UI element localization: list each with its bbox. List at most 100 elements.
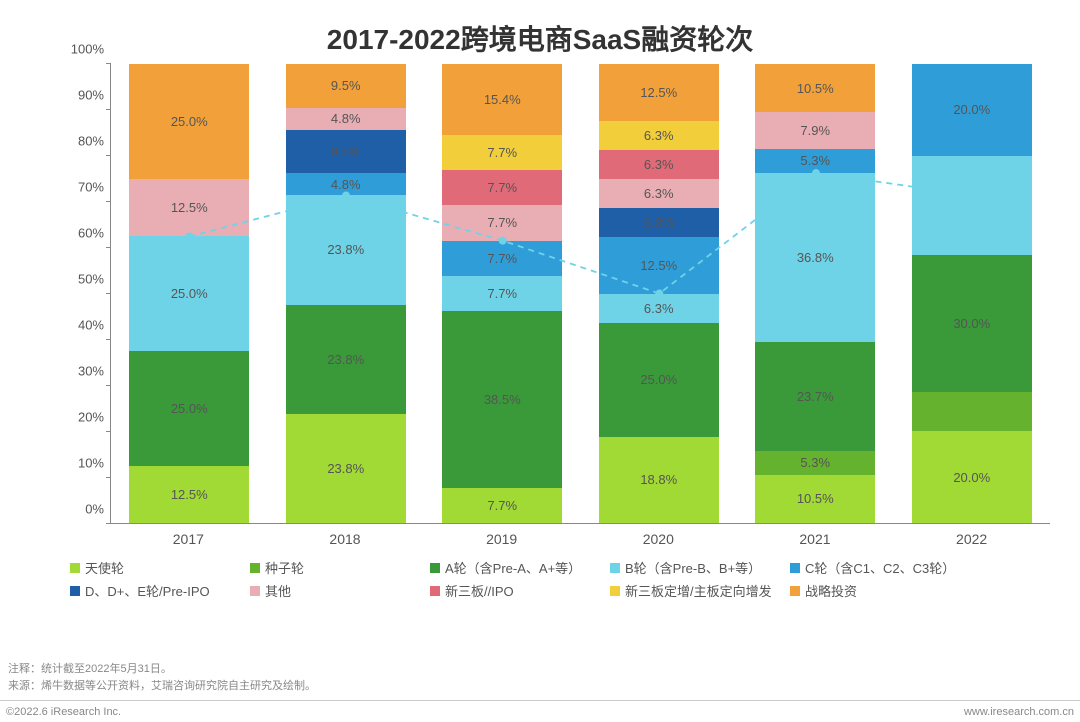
legend-item-roundA: A轮（含Pre-A、A+等）	[430, 558, 600, 577]
segment-strategic: 10.5%	[755, 64, 875, 112]
segment-angel: 7.7%	[442, 488, 562, 523]
segment-seed	[912, 392, 1032, 431]
segment-roundC: 7.7%	[442, 241, 562, 276]
segment-label: 4.8%	[331, 111, 361, 126]
y-tick-label: 60%	[78, 226, 104, 241]
y-tick-label: 70%	[78, 180, 104, 195]
segment-label: 20.0%	[953, 102, 990, 117]
bar-2020: 12.5%6.3%6.3%6.3%6.3%12.5%6.3%25.0%18.8%	[599, 64, 719, 523]
x-label: 2022	[912, 531, 1032, 547]
segment-strategic: 25.0%	[129, 64, 249, 179]
segment-label: 12.5%	[171, 200, 208, 215]
segment-label: 23.8%	[327, 242, 364, 257]
legend-swatch	[790, 586, 800, 596]
legend-item-strategic: 战略投资	[790, 581, 960, 600]
legend-label: 种子轮	[265, 558, 304, 577]
y-tick-label: 50%	[78, 272, 104, 287]
legend-label: 天使轮	[85, 558, 124, 577]
segment-roundD: 9.5%	[286, 130, 406, 174]
segment-other: 6.3%	[599, 179, 719, 208]
chart-title: 2017-2022跨境电商SaaS融资轮次	[0, 0, 1080, 64]
segment-angel: 12.5%	[129, 466, 249, 523]
segment-label: 25.0%	[171, 401, 208, 416]
segment-angel: 18.8%	[599, 437, 719, 523]
segment-angel: 20.0%	[912, 431, 1032, 523]
bar-2019: 15.4% 7.7% 7.7% 7.7% 7.7% 7.7% 38.5% 7.7%	[442, 64, 562, 523]
x-axis: 201720182019202020212022	[110, 524, 1050, 554]
footnote-line: 注释：统计截至2022年5月31日。	[8, 661, 316, 678]
segment-angel: 10.5%	[755, 475, 875, 523]
segment-label: 7.7%	[487, 180, 517, 195]
segment-placement: 6.3%	[599, 121, 719, 150]
segment-label: 4.8%	[331, 177, 361, 192]
legend-swatch	[430, 563, 440, 573]
segment-other: 4.8%	[286, 108, 406, 130]
segment-label: 23.8%	[327, 352, 364, 367]
segment-neeq_ipo: 7.7%	[442, 170, 562, 205]
y-tick-label: 40%	[78, 318, 104, 333]
segment-label: 6.3%	[644, 186, 674, 201]
bar-2021: 10.5% 7.9% 5.3% 36.8% 23.7% 5.3% 10.5%	[755, 64, 875, 523]
segment-roundA: 38.5%	[442, 311, 562, 488]
segment-strategic: 15.4%	[442, 64, 562, 135]
legend-swatch	[70, 586, 80, 596]
footnotes: 注释：统计截至2022年5月31日。 来源：烯牛数据等公开资料，艾瑞咨询研究院自…	[8, 661, 316, 694]
segment-label: 38.5%	[484, 392, 521, 407]
x-label: 2018	[285, 531, 405, 547]
segment-label: 5.3%	[800, 455, 830, 470]
legend-swatch	[790, 563, 800, 573]
bottom-bar: ©2022.6 iResearch Inc. www.iresearch.com…	[0, 700, 1080, 722]
y-axis: 0%10%20%30%40%50%60%70%80%90%100%	[70, 64, 110, 524]
segment-roundC: 20.0%	[912, 64, 1032, 156]
segment-label: 12.5%	[171, 487, 208, 502]
segment-roundB: 23.8%	[286, 195, 406, 304]
y-tick-label: 100%	[71, 42, 104, 57]
y-tick-label: 20%	[78, 410, 104, 425]
segment-roundA: 23.7%	[755, 342, 875, 451]
segment-label: 9.5%	[331, 144, 361, 159]
segment-strategic: 12.5%	[599, 64, 719, 121]
segment-label: 25.0%	[171, 286, 208, 301]
y-tick-label: 30%	[78, 364, 104, 379]
footnote-line: 来源：烯牛数据等公开资料，艾瑞咨询研究院自主研究及绘制。	[8, 678, 316, 695]
segment-label: 10.5%	[797, 491, 834, 506]
legend-item-roundC: C轮（含C1、C2、C3轮）	[790, 558, 960, 577]
segment-label: 7.7%	[487, 251, 517, 266]
segment-angel: 23.8%	[286, 414, 406, 523]
legend-item-placement: 新三板定增/主板定向增发	[610, 581, 780, 600]
bars-row: 25.0% 12.5% 25.0% 25.0% 12.5% 9.5% 4.8% 9.5% 4.8…	[111, 64, 1050, 523]
legend-label: D、D+、E轮/Pre-IPO	[85, 581, 210, 600]
segment-label: 20.0%	[953, 470, 990, 485]
segment-label: 6.3%	[644, 215, 674, 230]
legend-swatch	[610, 563, 620, 573]
bar-2022: 20.0% 30.0% 20.0%	[912, 64, 1032, 523]
segment-roundB: 36.8%	[755, 173, 875, 342]
x-label: 2017	[128, 531, 248, 547]
segment-strategic: 9.5%	[286, 64, 406, 108]
legend-item-neeq_ipo: 新三板//IPO	[430, 581, 600, 600]
segment-placement: 7.7%	[442, 135, 562, 170]
x-label: 2019	[442, 531, 562, 547]
legend-label: 其他	[265, 581, 291, 600]
legend-label: C轮（含C1、C2、C3轮）	[805, 558, 955, 577]
segment-label: 7.9%	[800, 123, 830, 138]
segment-label: 7.7%	[487, 498, 517, 513]
segment-label: 7.7%	[487, 145, 517, 160]
segment-roundB: 6.3%	[599, 294, 719, 323]
segment-roundA: 23.8%	[286, 305, 406, 414]
segment-roundC: 5.3%	[755, 149, 875, 173]
segment-roundA: 25.0%	[129, 351, 249, 466]
segment-roundB: 25.0%	[129, 236, 249, 351]
segment-roundC: 12.5%	[599, 237, 719, 294]
segment-label: 7.7%	[487, 286, 517, 301]
x-label: 2021	[755, 531, 875, 547]
segment-label: 36.8%	[797, 250, 834, 265]
segment-roundC: 4.8%	[286, 173, 406, 195]
segment-roundA: 30.0%	[912, 255, 1032, 393]
segment-label: 7.7%	[487, 215, 517, 230]
website-text: www.iresearch.com.cn	[964, 706, 1074, 718]
segment-seed: 5.3%	[755, 451, 875, 475]
legend-item-roundD: D、D+、E轮/Pre-IPO	[70, 581, 240, 600]
segment-roundA: 25.0%	[599, 323, 719, 437]
segment-other: 7.9%	[755, 112, 875, 148]
